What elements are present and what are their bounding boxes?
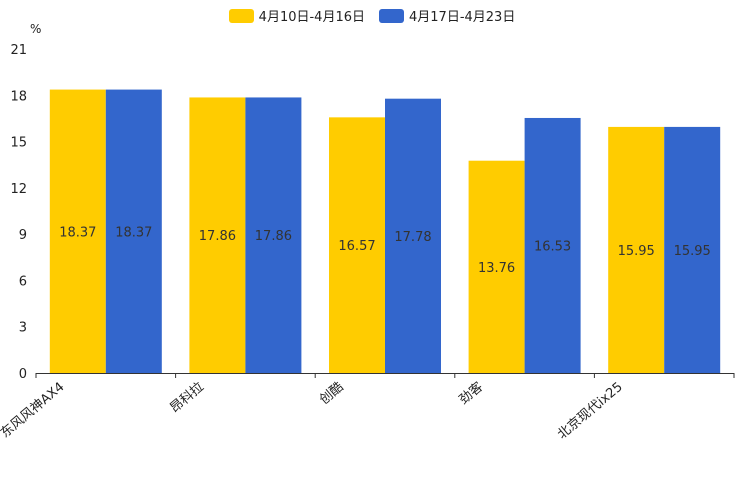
x-tick-label-4: 北京现代ix25: [555, 380, 626, 443]
bar-chart: 0 3 6 9 12 15 18 21 18.37 18.37 东风风神AX4 17.86 17.86 昂…: [0, 0, 744, 496]
x-tick-label-0: 东风风神AX4: [0, 380, 67, 442]
data-label-2-series-2: 17.78: [394, 230, 431, 245]
data-label-2-series-1: 16.57: [338, 239, 375, 254]
data-label-1-series-1: 17.86: [199, 229, 236, 244]
data-label-4-series-1: 15.95: [618, 244, 655, 259]
y-tick-label-0: 0: [19, 367, 27, 382]
y-tick-label-5: 15: [10, 136, 27, 151]
data-label-3-series-2: 16.53: [534, 239, 571, 254]
y-tick-label-1: 3: [19, 321, 27, 336]
x-tick-label-2: 创酷: [317, 380, 347, 408]
y-tick-label-4: 12: [10, 182, 27, 197]
y-tick-label-7: 21: [10, 43, 27, 58]
y-tick-label-6: 18: [10, 89, 27, 104]
x-tick-label-1: 昂科拉: [167, 380, 207, 417]
data-label-1-series-2: 17.86: [255, 229, 292, 244]
data-label-0-series-2: 18.37: [115, 225, 152, 240]
data-label-0-series-1: 18.37: [59, 225, 96, 240]
y-tick-label-2: 6: [19, 274, 27, 289]
x-tick-label-3: 劲客: [456, 379, 486, 408]
data-label-4-series-2: 15.95: [674, 244, 711, 259]
y-tick-label-3: 9: [19, 228, 27, 243]
data-label-3-series-1: 13.76: [478, 261, 515, 276]
